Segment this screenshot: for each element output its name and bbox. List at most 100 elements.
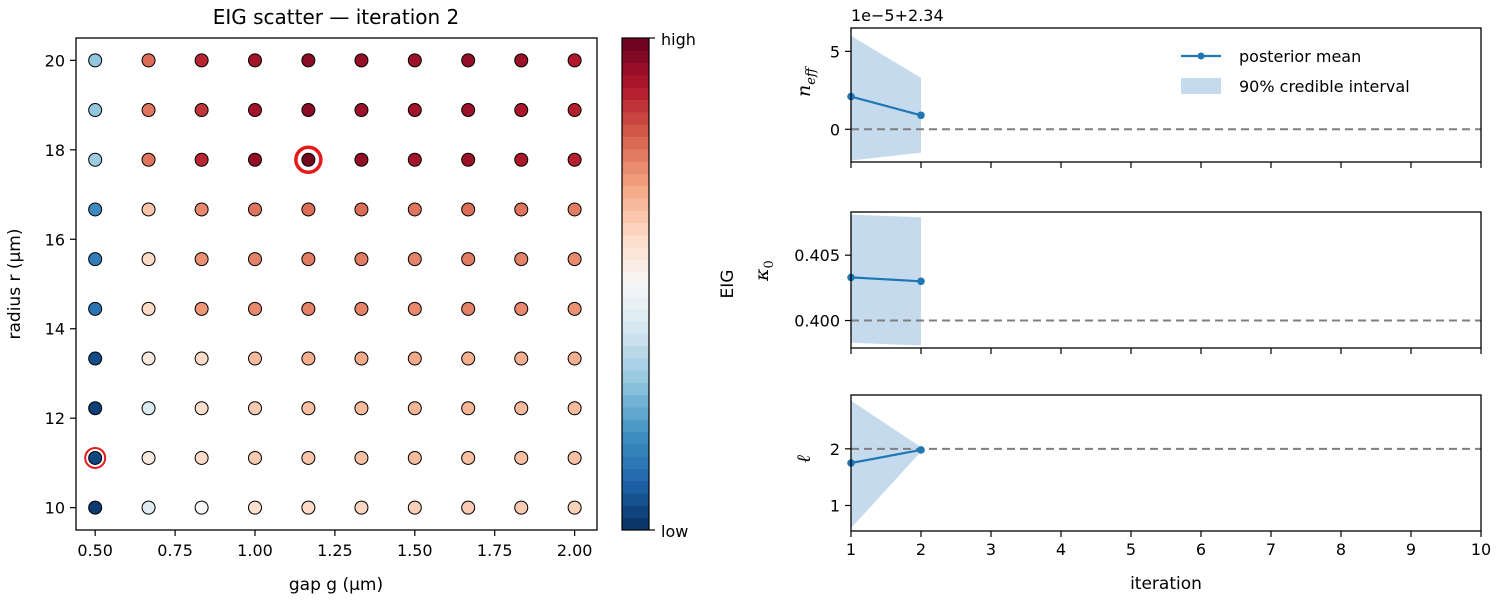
scatter-point <box>354 450 369 465</box>
scatter-point <box>194 252 209 267</box>
colorbar-step <box>622 259 649 273</box>
scatter-x-tick-label: 1.75 <box>477 541 513 560</box>
scatter-x-ticks: 0.50 0.75 1.00 1.25 1.50 1.75 2.00 <box>77 530 592 560</box>
scatter-point <box>247 401 262 416</box>
scatter-point <box>88 301 103 316</box>
scatter-point <box>514 301 529 316</box>
scatter-point <box>88 103 103 118</box>
trace-x-tick-label: 3 <box>986 540 996 559</box>
neff-y-label: neff <box>793 65 819 97</box>
scatter-points <box>88 53 582 515</box>
colorbar-step <box>622 173 649 187</box>
scatter-y-tick-label: 18 <box>45 141 65 160</box>
trace-frame <box>850 394 1482 532</box>
colorbar-label: EIG <box>718 270 738 299</box>
scatter-point <box>407 202 422 217</box>
scatter-point <box>407 500 422 515</box>
scatter-y-tick-label: 12 <box>45 409 65 428</box>
scatter-point <box>88 401 103 416</box>
scatter-point <box>354 500 369 515</box>
scatter-point <box>194 301 209 316</box>
scatter-point <box>194 152 209 167</box>
trace-panel-ell: 1 2 1 2 3 4 5 6 7 8 9 10 <box>830 394 1491 559</box>
scatter-point <box>354 401 369 416</box>
scatter-point <box>514 401 529 416</box>
scatter-point <box>88 500 103 515</box>
trace-x-tick-label: 1 <box>846 540 856 559</box>
scatter-point <box>88 53 103 68</box>
scatter-point <box>407 450 422 465</box>
scatter-point <box>354 351 369 366</box>
trace-frame <box>850 27 1482 163</box>
scatter-point <box>88 152 103 167</box>
scatter-point <box>514 202 529 217</box>
eig-colorbar: high low EIG <box>621 30 738 541</box>
colorbar-step <box>622 148 649 162</box>
highlighted-point-ring <box>294 145 323 174</box>
posterior-mean-line <box>850 448 922 465</box>
scatter-point <box>141 103 156 118</box>
colorbar-step <box>622 247 649 260</box>
scatter-x-tick-label: 0.50 <box>77 541 113 560</box>
scatter-point <box>461 53 476 68</box>
scatter-point <box>567 450 582 465</box>
scatter-y-ticks: 10 12 14 16 18 20 <box>45 51 76 518</box>
colorbar-step <box>622 382 649 396</box>
ell-y-label: ℓ <box>793 455 815 463</box>
colorbar-step <box>622 468 649 482</box>
colorbar-step <box>622 407 649 420</box>
scatter-point <box>247 301 262 316</box>
legend-mean-label: posterior mean <box>1239 47 1361 66</box>
trace-x-tick-label: 6 <box>1196 540 1206 559</box>
scatter-point <box>461 301 476 316</box>
scatter-y-tick-label: 20 <box>45 51 65 70</box>
colorbar-step <box>622 197 649 211</box>
scatter-point <box>194 450 209 465</box>
scatter-point <box>247 252 262 267</box>
scatter-point <box>194 202 209 217</box>
scatter-point <box>407 301 422 316</box>
scatter-point <box>567 351 582 366</box>
scatter-highlights <box>84 145 323 469</box>
neff-offset-text: 1e−5+2.34 <box>851 6 944 25</box>
trace-y-tick-label: 5 <box>830 42 840 61</box>
scatter-point <box>141 152 156 167</box>
trace-x-tick-label: 9 <box>1406 540 1416 559</box>
scatter-point <box>301 351 316 366</box>
trace-y-tick-label: 0.400 <box>794 312 840 331</box>
colorbar-step <box>622 185 649 199</box>
scatter-title: EIG scatter — iteration 2 <box>213 5 460 29</box>
colorbar-step <box>622 222 649 236</box>
scatter-point <box>88 450 103 465</box>
posterior-mean-point <box>917 111 925 120</box>
scatter-point <box>301 202 316 217</box>
trace-y-tick-label: 0.405 <box>794 246 840 265</box>
scatter-point <box>88 351 103 366</box>
scatter-point <box>407 152 422 167</box>
scatter-y-tick-label: 10 <box>45 499 65 518</box>
scatter-point <box>514 103 529 118</box>
scatter-x-tick-label: 1.25 <box>317 541 353 560</box>
scatter-point <box>407 252 422 267</box>
colorbar-step <box>622 517 649 531</box>
scatter-point <box>301 401 316 416</box>
scatter-point <box>354 301 369 316</box>
scatter-point <box>247 351 262 366</box>
colorbar-step <box>622 136 649 150</box>
scatter-x-tick-label: 1.50 <box>397 541 433 560</box>
colorbar-step <box>622 443 649 457</box>
colorbar-step <box>622 357 649 371</box>
colorbar-step <box>622 456 649 469</box>
scatter-point <box>461 152 476 167</box>
legend-band-swatch <box>1181 78 1221 94</box>
trace-x-tick-label: 4 <box>1056 540 1066 559</box>
colorbar-step <box>622 296 649 310</box>
colorbar-frame <box>621 37 650 531</box>
colorbar-step <box>622 505 649 519</box>
colorbar-step <box>622 111 649 125</box>
trace-x-label: iteration <box>1130 574 1202 594</box>
scatter-point <box>194 500 209 515</box>
scatter-point <box>567 53 582 68</box>
colorbar-step <box>622 99 649 113</box>
scatter-point <box>141 301 156 316</box>
